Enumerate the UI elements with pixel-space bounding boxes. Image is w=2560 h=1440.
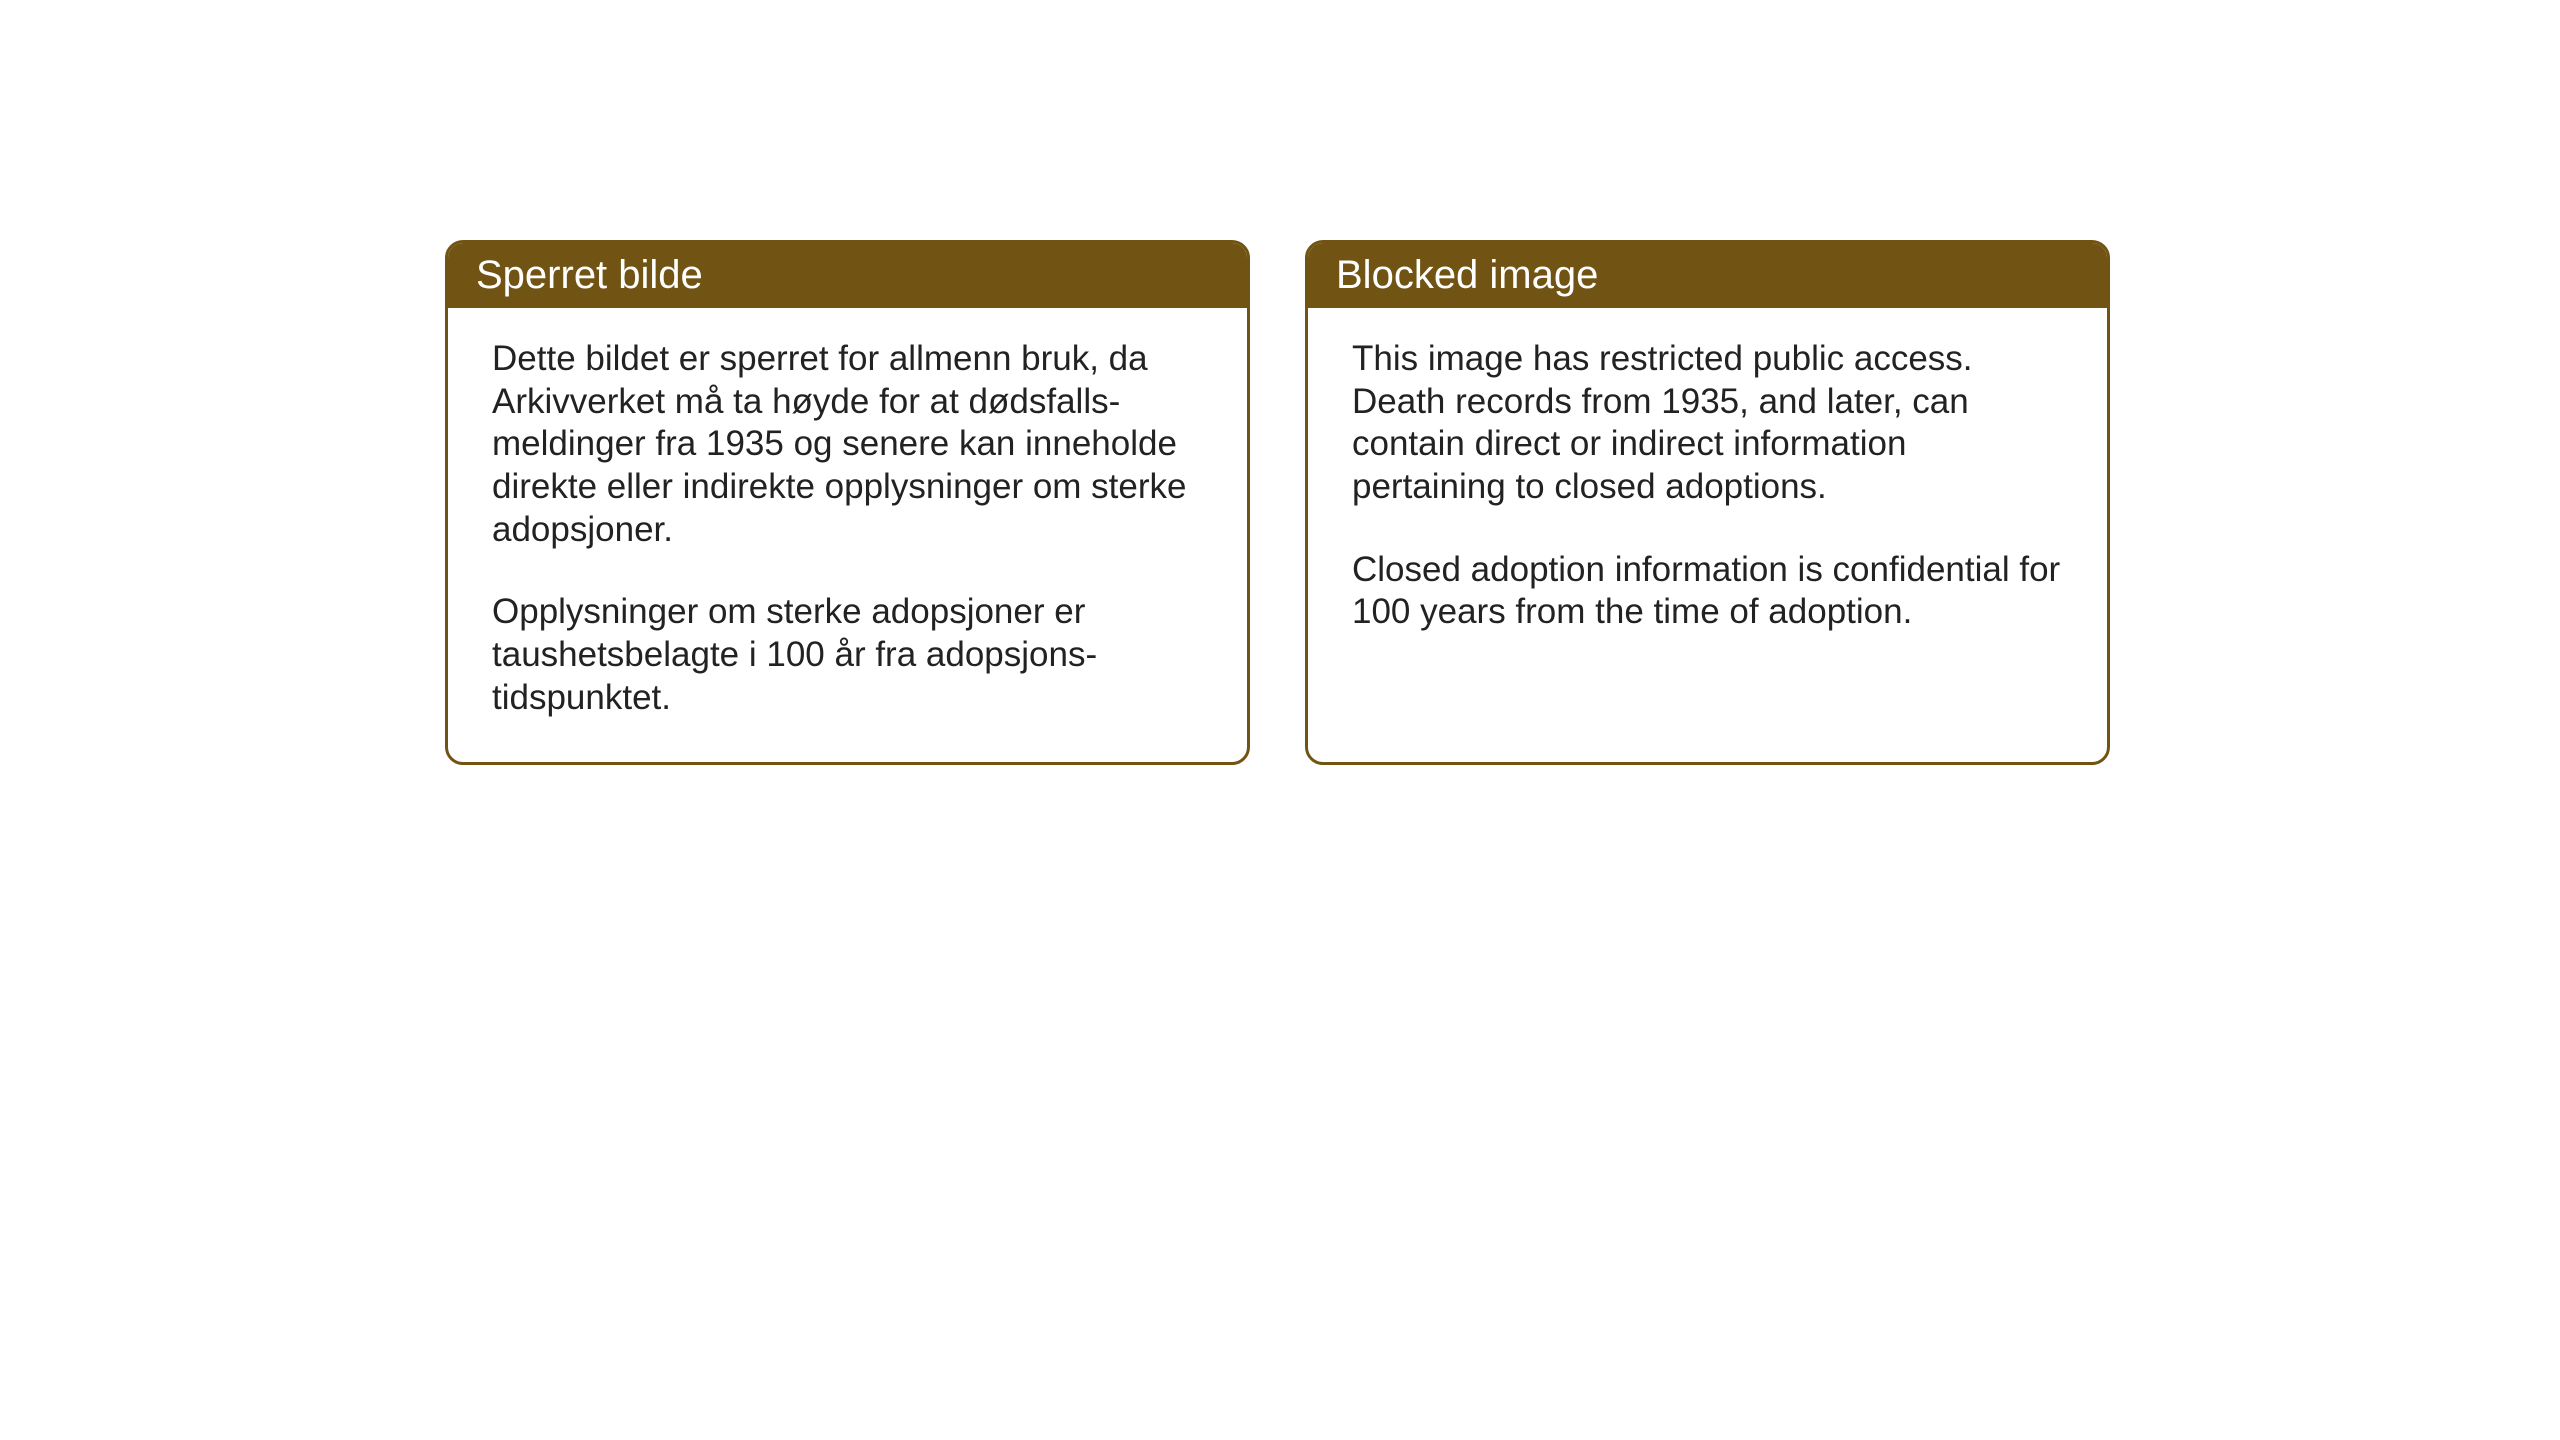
notice-container: Sperret bilde Dette bildet er sperret fo… [445,240,2110,765]
card-paragraph: Opplysninger om sterke adopsjoner er tau… [492,591,1203,719]
notice-card-norwegian: Sperret bilde Dette bildet er sperret fo… [445,240,1250,765]
card-paragraph: Closed adoption information is confident… [1352,549,2063,634]
notice-card-english: Blocked image This image has restricted … [1305,240,2110,765]
card-body: This image has restricted public access.… [1308,308,2107,676]
card-header: Sperret bilde [448,243,1247,308]
card-paragraph: Dette bildet er sperret for allmenn bruk… [492,338,1203,551]
card-title: Blocked image [1336,253,1598,297]
card-header: Blocked image [1308,243,2107,308]
card-title: Sperret bilde [476,253,703,297]
card-body: Dette bildet er sperret for allmenn bruk… [448,308,1247,762]
card-paragraph: This image has restricted public access.… [1352,338,2063,509]
